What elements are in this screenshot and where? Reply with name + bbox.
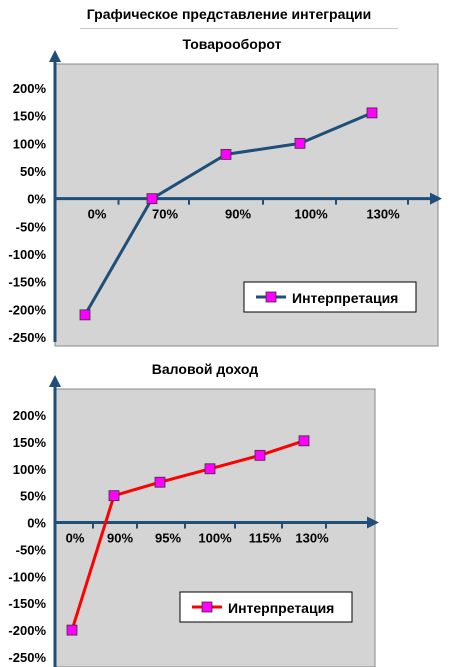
y-tick-label: 200%	[13, 408, 47, 423]
x-axis-arrow	[367, 516, 379, 529]
data-point	[154, 476, 166, 488]
data-point	[79, 309, 91, 321]
x-tick-label: 90%	[107, 531, 133, 546]
x-tick-label: 115%	[249, 531, 282, 546]
x-tick-label: 0%	[66, 531, 85, 546]
x-tick-label: 0%	[88, 207, 107, 222]
y-tick-label: 0%	[27, 516, 46, 531]
y-tick-label: -150%	[8, 596, 46, 611]
y-axis-arrow	[49, 375, 61, 387]
y-tick-label: -150%	[8, 275, 46, 290]
x-tick-label: 95%	[155, 531, 181, 546]
y-tick-label: 0%	[27, 192, 46, 207]
data-point	[294, 137, 306, 149]
axes	[49, 375, 379, 667]
y-tick-labels: 200% 150% 100% 50% 0% -50% -100% -150% -200% -250…	[8, 81, 46, 345]
y-tick-label: 50%	[20, 489, 46, 504]
turnover-chart: Товарооборот 200% 150% 100% 50% 0% -50% -100% -…	[8, 36, 442, 347]
legend: Интерпретация	[243, 281, 417, 313]
page-title: Графическое представление интеграции	[86, 6, 372, 22]
y-tick-label: -250%	[8, 330, 46, 345]
legend-label: Интерпретация	[292, 290, 398, 306]
x-tick-label: 130%	[295, 531, 329, 546]
x-tick-label: 100%	[294, 207, 328, 222]
y-tick-label: -200%	[8, 302, 46, 317]
x-axis-arrow	[430, 192, 442, 205]
x-tick-labels: 0% 70% 90% 100% 130%	[88, 207, 400, 222]
y-tick-label: -200%	[8, 623, 46, 638]
y-tick-label: -50%	[16, 219, 47, 234]
y-tick-label: -50%	[16, 542, 47, 557]
data-point	[254, 449, 266, 461]
series-group	[79, 107, 378, 321]
legend-marker	[265, 291, 277, 303]
data-point	[108, 490, 120, 502]
series-group	[66, 435, 310, 636]
series-line	[70, 439, 305, 631]
y-tick-label: -250%	[8, 650, 46, 665]
title-divider	[80, 28, 398, 29]
x-tick-label: 70%	[152, 207, 178, 222]
x-tick-labels: 0% 90% 95% 100% 115% 130%	[66, 531, 329, 546]
y-tick-label: 50%	[20, 164, 46, 179]
data-point	[66, 624, 78, 636]
legend-label: Интерпретация	[228, 600, 334, 616]
data-point	[220, 149, 232, 160]
y-tick-label: -100%	[8, 569, 46, 584]
data-point	[204, 463, 216, 475]
x-tick-label: 90%	[225, 207, 251, 222]
x-tick-label: 130%	[366, 207, 400, 222]
y-tick-label: 150%	[13, 435, 47, 450]
y-tick-label: 200%	[13, 81, 47, 96]
x-tick-label: 100%	[198, 531, 232, 546]
axes	[49, 50, 442, 342]
y-tick-labels: 200% 150% 100% 50% 0% -50% -100% -150% -200% -250…	[8, 408, 46, 665]
y-axis-arrow	[49, 50, 61, 62]
y-tick-label: 100%	[13, 136, 47, 151]
legend-marker	[201, 601, 213, 613]
gross-income-chart: Валовой доход 200% 150% 100% 50% 0% -50% -100%…	[8, 361, 379, 667]
y-tick-label: 100%	[13, 462, 47, 477]
data-point	[146, 193, 158, 205]
legend: Интерпретация	[179, 591, 353, 623]
y-tick-label: 150%	[13, 109, 47, 124]
data-point	[366, 107, 378, 119]
y-tick-label: -100%	[8, 247, 46, 262]
data-point	[298, 435, 310, 447]
chart-title: Товарооборот	[183, 36, 282, 52]
chart-title: Валовой доход	[152, 361, 259, 377]
